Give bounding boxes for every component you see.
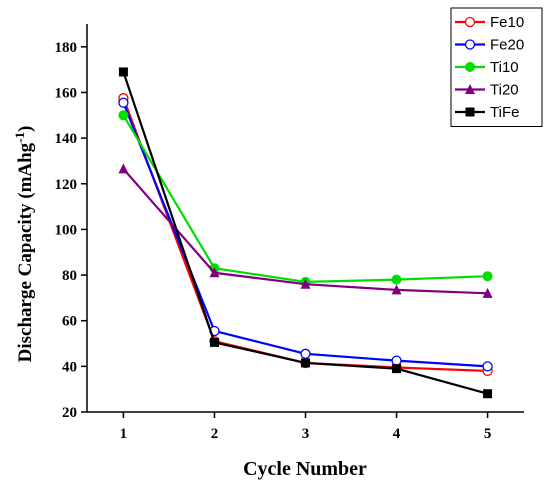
series-line (122, 114, 488, 284)
data-point (118, 67, 128, 77)
y-tick-label: 80 (62, 268, 77, 284)
legend-entry-fe10: Fe10 (455, 14, 524, 31)
data-point (209, 337, 219, 347)
axes: 20 40 60 80 100 120 140 160 180 1 2 3 4 5 (55, 24, 524, 442)
y-tick-label: 20 (62, 405, 77, 421)
data-point (391, 274, 402, 285)
legend: Fe10 Fe20 Ti10 Ti20 TiFe (450, 7, 543, 127)
y-tick-label: 160 (55, 85, 78, 101)
data-point (391, 355, 402, 366)
data-point (482, 361, 493, 372)
x-tick-label: 3 (302, 426, 310, 442)
legend-marker (465, 62, 475, 72)
series-ti20 (118, 163, 493, 298)
data-point (118, 163, 129, 174)
series-layer (118, 67, 493, 399)
data-point (482, 271, 493, 282)
y-tick-label: 140 (55, 131, 78, 147)
data-point (300, 348, 311, 359)
data-point (482, 287, 493, 298)
data-point (118, 110, 129, 121)
data-point (301, 358, 310, 368)
legend-entry-tife: TiFe (455, 104, 519, 121)
y-axis-title-suffix: ) (15, 126, 36, 132)
legend-label: TiFe (490, 104, 519, 121)
y-axis-title-superscript: -1 (12, 132, 27, 143)
legend-label: Ti10 (490, 59, 519, 76)
y-tick-label: 60 (62, 314, 77, 330)
series-tife (118, 67, 493, 399)
y-tick-label: 120 (55, 177, 78, 193)
y-tick-label: 100 (55, 222, 78, 238)
data-point (300, 278, 311, 289)
data-point (483, 389, 493, 399)
legend-marker (465, 84, 475, 94)
legend-label: Fe10 (490, 14, 524, 31)
series-ti10 (118, 110, 493, 287)
y-tick-label: 40 (62, 359, 77, 375)
legend-marker (465, 107, 475, 117)
data-point (391, 284, 402, 295)
series-line (122, 71, 488, 395)
data-point (209, 267, 220, 278)
series-fe20 (118, 97, 493, 372)
legend-marker (464, 16, 476, 28)
legend-marker (464, 39, 476, 50)
y-axis-title: Discharge Capacity (mAhg-1) (12, 126, 36, 363)
x-axis-title: Cycle Number (243, 458, 367, 480)
legend-label: Fe20 (490, 37, 524, 54)
x-tick-label: 4 (393, 426, 401, 442)
legend-entry-fe20: Fe20 (455, 37, 524, 54)
y-tick-label: 180 (55, 40, 78, 56)
data-point (392, 364, 402, 374)
x-tick-label: 2 (211, 426, 219, 442)
x-tick-label: 1 (120, 426, 128, 442)
legend-entry-ti20: Ti20 (455, 82, 519, 99)
y-axis-title-main: Discharge Capacity (mAhg (15, 142, 36, 362)
legend-label: Ti20 (490, 82, 519, 99)
legend-entry-ti10: Ti10 (455, 59, 519, 76)
data-point (118, 97, 129, 108)
x-tick-label: 5 (484, 426, 492, 442)
